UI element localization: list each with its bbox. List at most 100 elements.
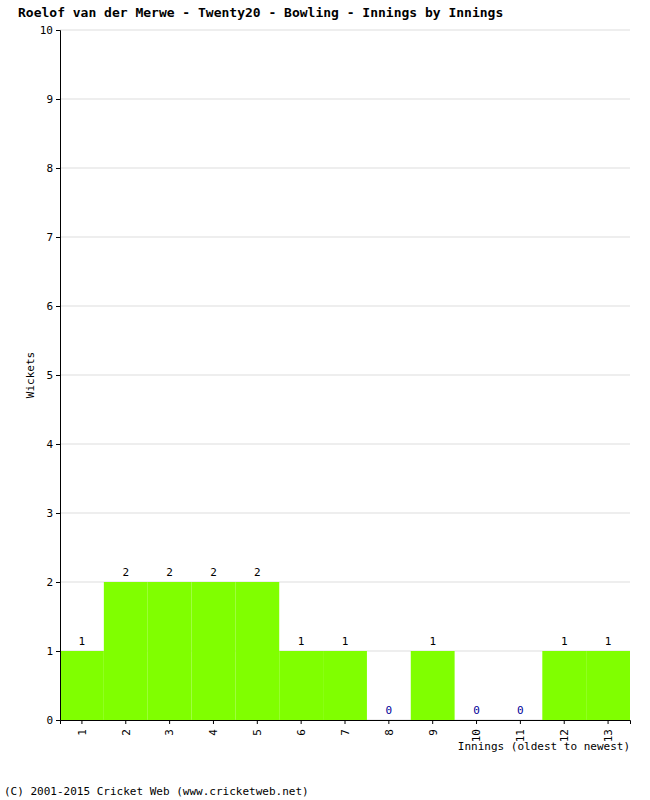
x-tick-mark bbox=[125, 720, 126, 724]
background bbox=[0, 0, 650, 800]
bar bbox=[455, 720, 499, 721]
chart: Roelof van der Merwe - Twenty20 - Bowlin… bbox=[0, 0, 650, 800]
data-label: 2 bbox=[210, 566, 217, 579]
y-axis: 0 1 2 3 4 5 6 7 8 9 10 bbox=[40, 24, 61, 727]
x-tick: 1 bbox=[76, 720, 89, 736]
y-tick-mark bbox=[56, 444, 60, 445]
x-tick-label: 5 bbox=[251, 729, 264, 736]
grid-line bbox=[60, 99, 630, 100]
y-axis-line bbox=[56, 31, 61, 721]
x-tick-mark bbox=[301, 720, 302, 724]
data-label: 1 bbox=[298, 635, 305, 648]
y-tick-mark bbox=[56, 375, 60, 376]
y-tick-label: 3 bbox=[46, 507, 53, 520]
x-tick: 9 bbox=[427, 720, 440, 736]
data-label: 2 bbox=[254, 566, 261, 579]
data-labels: 1222211010011 bbox=[79, 566, 612, 717]
x-tick-mark bbox=[388, 720, 389, 724]
y-tick-label: 6 bbox=[46, 300, 53, 313]
data-label: 1 bbox=[561, 635, 568, 648]
x-tick-mark bbox=[169, 720, 170, 724]
bar bbox=[279, 651, 323, 720]
bars bbox=[60, 582, 630, 720]
y-tick-label: 5 bbox=[46, 369, 53, 382]
y-axis-title: Wickets bbox=[24, 352, 37, 398]
y-tick: 3 bbox=[46, 507, 60, 520]
y-tick-mark bbox=[56, 237, 60, 238]
grid-line bbox=[60, 513, 630, 514]
y-tick: 1 bbox=[46, 645, 60, 658]
x-tick-mark bbox=[213, 720, 214, 724]
x-axis-line bbox=[61, 721, 631, 725]
y-tick-label: 4 bbox=[46, 438, 53, 451]
x-tick-label: 2 bbox=[120, 729, 133, 736]
grid-line bbox=[60, 30, 630, 31]
x-tick-mark bbox=[257, 720, 258, 724]
x-tick: 8 bbox=[383, 720, 396, 736]
bar bbox=[498, 720, 542, 721]
data-label: 1 bbox=[342, 635, 349, 648]
grid-line bbox=[60, 375, 630, 376]
y-tick-mark bbox=[56, 168, 60, 169]
x-tick-label: 9 bbox=[427, 729, 440, 736]
y-tick: 10 bbox=[40, 24, 60, 37]
x-tick-mark bbox=[81, 720, 82, 724]
y-tick: 4 bbox=[46, 438, 60, 451]
x-tick-label: 6 bbox=[295, 729, 308, 736]
y-tick-label: 7 bbox=[46, 231, 53, 244]
y-tick-mark bbox=[56, 99, 60, 100]
bar bbox=[104, 582, 148, 720]
x-tick: 2 bbox=[120, 720, 133, 736]
y-tick: 0 bbox=[46, 714, 60, 727]
y-tick-label: 8 bbox=[46, 162, 53, 175]
x-tick-label: 1 bbox=[76, 729, 89, 736]
x-tick-mark bbox=[345, 720, 346, 724]
x-tick: 6 bbox=[295, 720, 308, 736]
x-tick: 12 bbox=[558, 720, 571, 742]
data-label: 2 bbox=[166, 566, 173, 579]
y-tick-label: 10 bbox=[40, 24, 53, 37]
x-tick-label: 7 bbox=[339, 729, 352, 736]
x-tick-mark bbox=[432, 720, 433, 724]
y-tick: 7 bbox=[46, 231, 60, 244]
y-tick-mark bbox=[56, 30, 60, 31]
data-label: 2 bbox=[122, 566, 129, 579]
grid bbox=[60, 30, 630, 720]
footer: (C) 2001-2015 Cricket Web (www.cricketwe… bbox=[4, 785, 309, 798]
y-tick-label: 9 bbox=[46, 93, 53, 106]
x-tick: 4 bbox=[207, 720, 220, 736]
grid-line bbox=[60, 444, 630, 445]
data-label: 0 bbox=[386, 704, 393, 717]
x-tick: 10 bbox=[470, 720, 483, 742]
title: Roelof van der Merwe - Twenty20 - Bowlin… bbox=[18, 5, 503, 20]
bar bbox=[235, 582, 279, 720]
y-tick: 6 bbox=[46, 300, 60, 313]
data-label: 1 bbox=[429, 635, 436, 648]
y-tick-mark bbox=[56, 651, 60, 652]
x-tick: 13 bbox=[602, 720, 615, 742]
x-tick-mark bbox=[564, 720, 565, 724]
y-tick: 5 bbox=[46, 369, 60, 382]
x-tick-label: 4 bbox=[207, 729, 220, 736]
y-tick-mark bbox=[56, 306, 60, 307]
data-label: 0 bbox=[517, 704, 524, 717]
y-tick: 8 bbox=[46, 162, 60, 175]
bar bbox=[323, 651, 367, 720]
data-label: 1 bbox=[605, 635, 612, 648]
x-tick-mark bbox=[608, 720, 609, 724]
x-tick: 7 bbox=[339, 720, 352, 736]
x-axis-title: Innings (oldest to newest) bbox=[458, 740, 630, 753]
x-tick: 11 bbox=[514, 720, 527, 742]
grid-line bbox=[60, 168, 630, 169]
bar bbox=[192, 582, 236, 720]
x-axis: 12345678910111213 bbox=[61, 720, 631, 742]
bar bbox=[411, 651, 455, 720]
x-tick-label: 8 bbox=[383, 729, 396, 736]
bar bbox=[148, 582, 192, 720]
bar bbox=[586, 651, 630, 720]
y-tick: 9 bbox=[46, 93, 60, 106]
y-tick-mark bbox=[56, 720, 60, 721]
bar bbox=[542, 651, 586, 720]
y-tick-label: 2 bbox=[46, 576, 53, 589]
x-tick: 5 bbox=[251, 720, 264, 736]
